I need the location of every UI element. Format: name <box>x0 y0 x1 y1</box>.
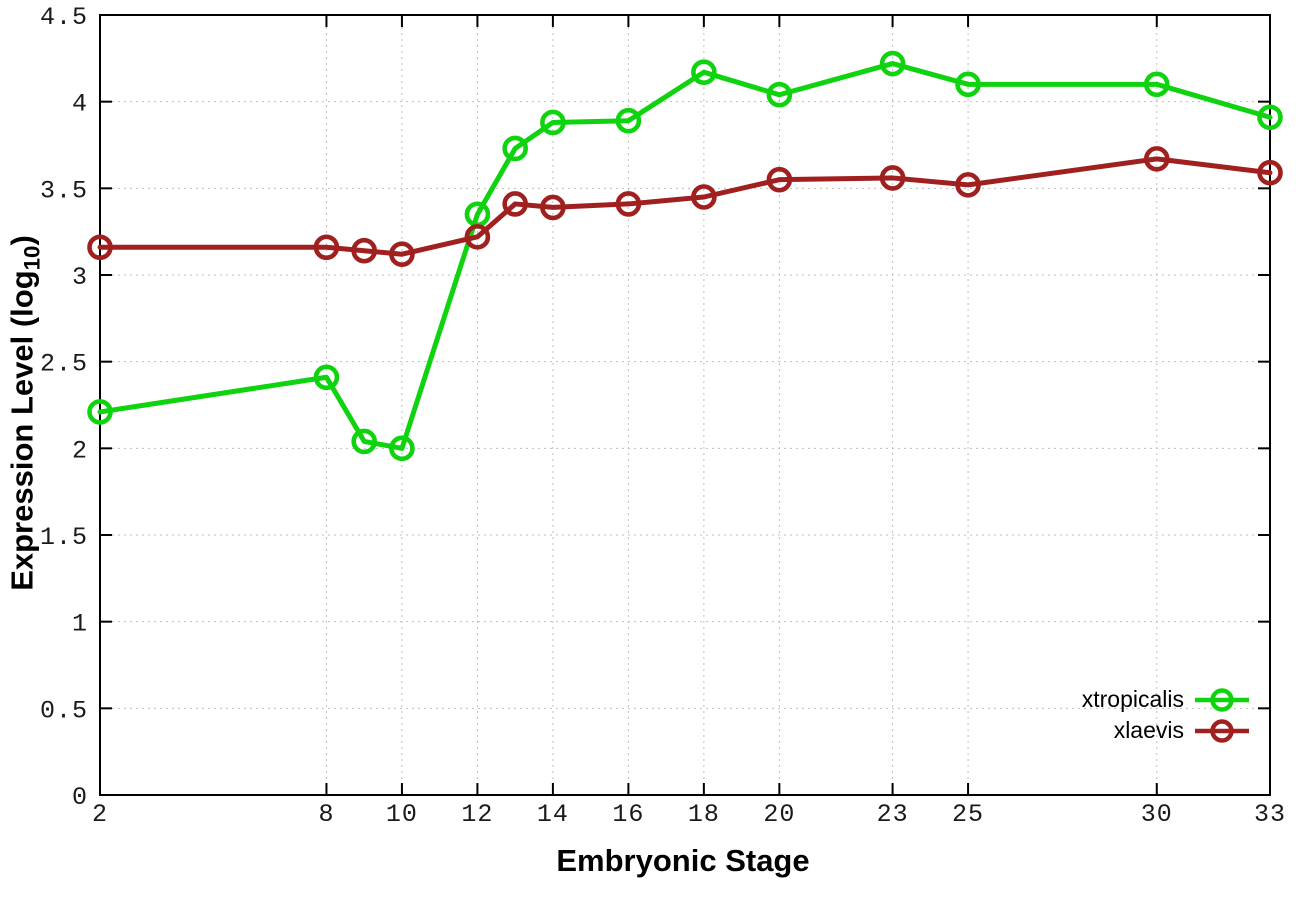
y-tick-label: 0 <box>72 783 88 812</box>
data-point-xtropicalis <box>87 399 113 425</box>
y-axis-title-close: ) <box>4 235 40 246</box>
y-axis-title: Expression Level (log10) <box>4 235 45 591</box>
x-axis-title: Embryonic Stage <box>556 843 810 878</box>
x-tick-label: 23 <box>877 800 909 829</box>
data-point-xtropicalis <box>1143 71 1170 98</box>
legend-label: xtropicalis <box>1081 686 1184 712</box>
data-point-xlaevis <box>879 165 906 191</box>
data-point-xtropicalis <box>955 71 981 98</box>
y-tick-label: 3 <box>72 263 88 292</box>
y-tick-label: 1 <box>72 610 88 639</box>
y-axis-title-text: Expression Level (log <box>4 270 40 591</box>
legend: xtropicalis xlaevis <box>1082 684 1250 746</box>
y-tick-label: 0.5 <box>40 696 88 725</box>
x-tick-label: 14 <box>537 800 569 829</box>
x-tick-label: 20 <box>763 800 795 829</box>
legend-item-xlaevis: xlaevis <box>1114 715 1250 746</box>
data-point-xlaevis <box>615 191 642 217</box>
y-tick-label: 3.5 <box>40 176 88 205</box>
data-point-xlaevis <box>87 234 113 261</box>
plot-border <box>99 14 1271 796</box>
x-tick-label: 18 <box>688 800 720 829</box>
data-point-xlaevis <box>502 191 528 217</box>
data-point-xlaevis <box>955 172 981 198</box>
line-point-sample-icon <box>1195 718 1249 743</box>
x-tick-label: 33 <box>1254 800 1286 829</box>
data-point-xlaevis <box>540 194 566 221</box>
data-point-xtropicalis <box>351 428 377 455</box>
x-tick-label: 8 <box>318 800 334 829</box>
data-point-xtropicalis <box>313 364 340 391</box>
x-tick-label: 12 <box>461 800 493 829</box>
data-point-xtropicalis <box>502 135 528 162</box>
data-point-xtropicalis <box>540 109 566 136</box>
data-point-xlaevis <box>766 166 793 193</box>
series-line-xlaevis <box>97 156 1273 257</box>
y-tick-label: 1.5 <box>40 523 88 552</box>
legend-item-xtropicalis: xtropicalis <box>1082 684 1250 715</box>
data-point-xlaevis <box>1257 159 1283 186</box>
data-point-xlaevis <box>351 237 377 264</box>
data-point-xtropicalis <box>389 435 415 462</box>
y-tick-label: 4.5 <box>40 3 88 32</box>
data-point-xtropicalis <box>1257 104 1283 131</box>
y-tick-label: 2.5 <box>40 350 88 379</box>
data-point-xtropicalis <box>615 107 642 134</box>
series-line-xtropicalis <box>97 61 1273 451</box>
legend-label: xlaevis <box>1113 717 1184 743</box>
data-point-xlaevis <box>1143 146 1170 172</box>
y-tick-label: 4 <box>72 90 88 119</box>
x-tick-label: 25 <box>952 800 984 829</box>
x-tick-label: 10 <box>386 800 418 829</box>
y-axis-title-subscript: 10 <box>19 245 45 271</box>
x-tick-label: 2 <box>92 800 108 829</box>
data-point-xlaevis <box>389 241 415 267</box>
data-point-xlaevis <box>313 234 340 261</box>
x-tick-label: 16 <box>612 800 644 829</box>
data-point-xlaevis <box>691 184 717 210</box>
y-tick-label: 2 <box>72 436 88 465</box>
data-point-xlaevis <box>464 224 491 250</box>
x-tick-label: 30 <box>1141 800 1173 829</box>
data-point-xtropicalis <box>879 50 906 77</box>
data-point-xtropicalis <box>691 59 717 85</box>
line-point-sample-icon <box>1195 687 1249 712</box>
data-point-xtropicalis <box>766 81 793 108</box>
